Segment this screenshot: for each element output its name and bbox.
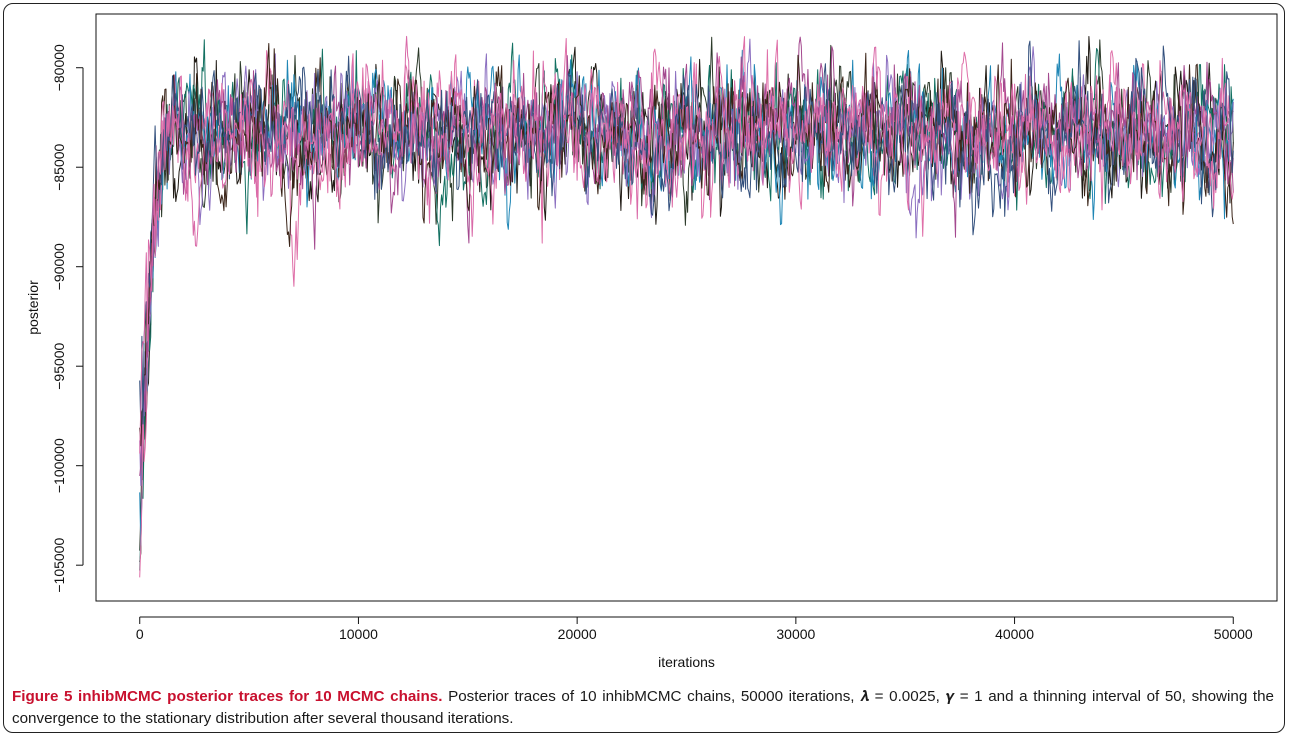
trace-plot: 0 10000 20000 30000 40000 50000 −105000 −10000… (25, 13, 1278, 670)
figure-title: Figure 5 inhibMCMC posterior traces for … (12, 688, 439, 705)
chain-trace-9 (139, 40, 1234, 427)
x-tick-label: 30000 (776, 626, 815, 642)
chain-trace-10 (139, 35, 1234, 454)
y-axis-label: posterior (25, 280, 41, 335)
series-layer (139, 35, 1234, 578)
x-tick-label: 40000 (995, 626, 1034, 642)
chain-trace-8 (139, 43, 1234, 447)
y-tick-label: −95000 (51, 342, 67, 389)
plot-area (95, 13, 1278, 602)
plot-box (95, 13, 1278, 602)
x-axis-label: iterations (658, 654, 715, 670)
caption-body: Posterior traces of 10 inhibMCMC chains,… (12, 688, 1275, 727)
x-tick-label: 50000 (1214, 626, 1253, 642)
y-tick-label: −85000 (51, 143, 67, 190)
x-tick-label: 0 (136, 626, 144, 642)
figure-caption: Figure 5 inhibMCMC posterior traces for … (12, 686, 1274, 730)
y-tick-label: −105000 (51, 538, 67, 593)
x-axis: 0 10000 20000 30000 40000 50000 (136, 616, 1253, 642)
y-tick-label: −80000 (51, 44, 67, 91)
x-tick-label: 20000 (558, 626, 597, 642)
y-tick-label: −90000 (51, 243, 67, 290)
x-tick-label: 10000 (339, 626, 378, 642)
y-tick-label: −100000 (51, 438, 67, 493)
caption-separator: . (438, 688, 443, 705)
y-axis: −105000 −100000 −95000 −90000 −85000 −80000 (51, 44, 84, 593)
